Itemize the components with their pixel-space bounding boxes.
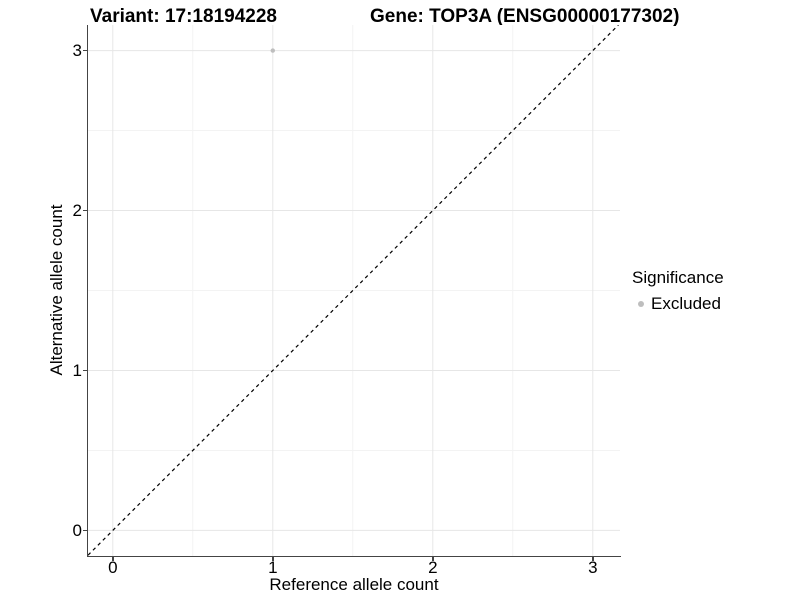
x-axis-title: Reference allele count [269,575,439,594]
identity-line [88,25,619,556]
y-tick-label: 2 [72,201,82,221]
x-tick-label: 1 [268,558,278,577]
y-tick-label: 3 [72,41,82,61]
y-tick-mark [82,49,87,52]
x-tick-label: 3 [588,558,598,577]
x-tick-mark [112,556,114,561]
legend-title: Significance [632,268,724,287]
x-tick-mark [432,556,434,561]
y-tick-mark [82,209,87,212]
y-axis-title: Alternative allele count [47,204,66,376]
data-point [270,48,275,53]
x-tick-label: 2 [428,558,438,577]
x-axis-line [86,555,621,558]
legend-item-label: Excluded [651,294,721,313]
plot-area [88,25,620,556]
y-tick-label: 0 [72,520,82,540]
y-tick-mark [82,529,87,532]
y-axis-line [86,25,89,557]
legend-point-icon [637,301,644,307]
legend-item: Excluded [632,293,724,315]
y-tick-label: 1 [72,360,82,380]
legend: Significance Excluded [632,268,724,315]
x-tick-mark [592,556,594,561]
plot-panel [88,25,620,556]
gene-title: Gene: TOP3A (ENSG00000177302) [370,6,680,27]
x-tick-label: 0 [108,558,118,577]
legend-key [632,301,649,307]
variant-title: Variant: 17:18194228 [90,6,277,27]
legend-items: Excluded [632,293,724,315]
y-tick-mark [82,369,87,372]
x-tick-mark [272,556,274,561]
